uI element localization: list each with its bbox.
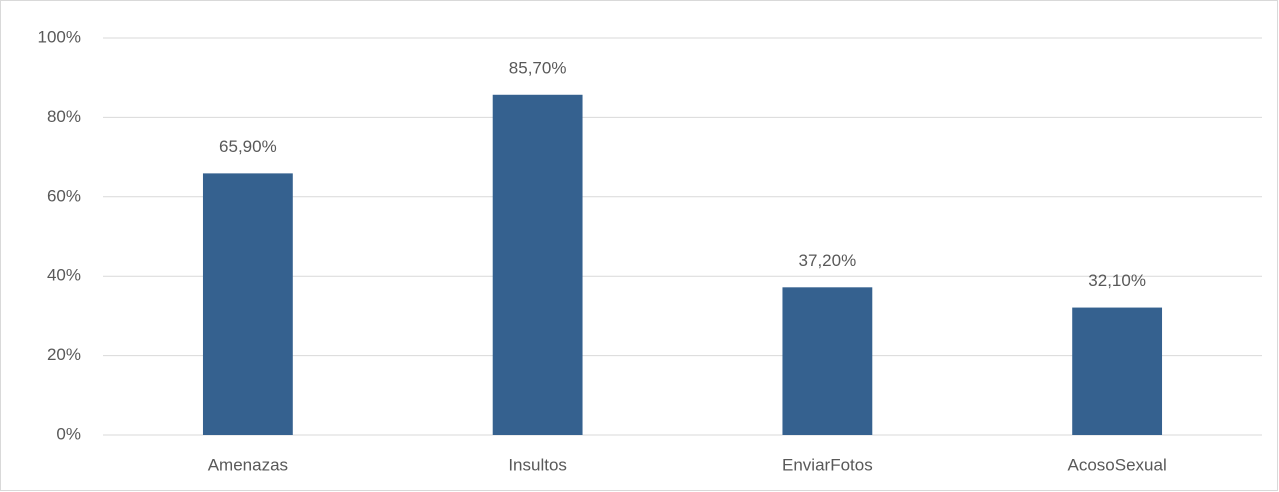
y-tick-label: 100% [38, 27, 81, 46]
x-tick-label: EnviarFotos [782, 455, 873, 474]
bar [782, 287, 873, 435]
x-tick-label: Insultos [508, 455, 567, 474]
y-tick-label: 40% [47, 266, 81, 285]
data-label: 85,70% [509, 58, 567, 77]
x-tick-label: AcosoSexual [1068, 455, 1167, 474]
data-label: 32,10% [1088, 271, 1146, 290]
data-label: 37,20% [799, 251, 857, 270]
bar [492, 94, 583, 436]
data-label: 65,90% [219, 137, 277, 156]
y-tick-label: 0% [56, 424, 81, 443]
y-tick-label: 80% [47, 107, 81, 126]
y-tick-label: 20% [47, 345, 81, 364]
x-tick-label: Amenazas [208, 455, 288, 474]
y-tick-label: 60% [47, 186, 81, 205]
bar [1072, 307, 1163, 435]
bar [202, 173, 293, 435]
